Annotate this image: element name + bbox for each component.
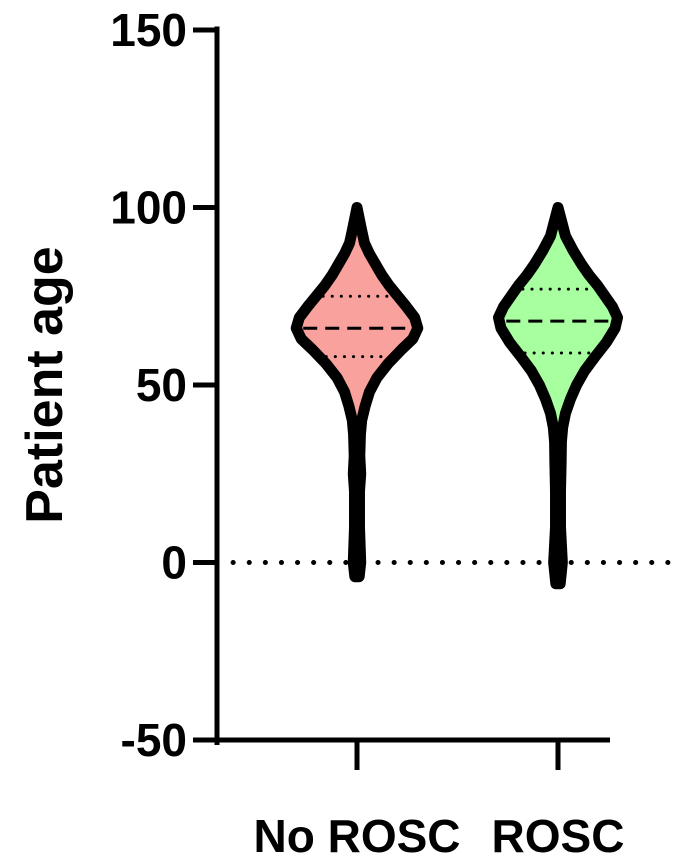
violin-rosc <box>492 202 624 590</box>
y-tick-label: 100 <box>110 182 187 234</box>
violin-body <box>492 202 624 590</box>
plot-area <box>214 202 683 590</box>
violin-no-rosc <box>290 202 424 583</box>
violin-body <box>290 202 424 583</box>
y-tick-label: 0 <box>161 537 187 589</box>
x-category-label: ROSC <box>492 810 625 861</box>
y-tick-label: -50 <box>121 714 187 766</box>
y-tick-label: 150 <box>110 4 187 56</box>
axes: -50 0 50 100 150 No ROSC ROSC <box>110 4 624 861</box>
x-category-label: No ROSC <box>254 810 461 861</box>
y-tick-label: 50 <box>136 359 187 411</box>
y-axis-title: Patient age <box>16 246 74 523</box>
